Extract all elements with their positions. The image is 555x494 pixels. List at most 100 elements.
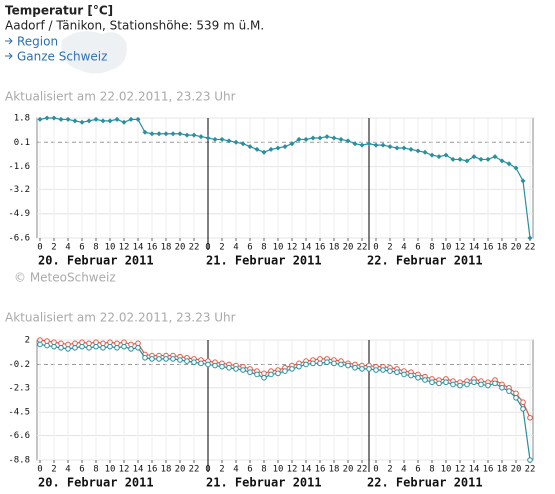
x-tick-label: 14 (469, 243, 480, 253)
x-tick-label: 20 (343, 465, 354, 475)
y-tick-label: -3.2 (8, 185, 30, 195)
point (310, 360, 316, 367)
point (345, 362, 351, 369)
x-tick-label: 20 (343, 243, 354, 253)
point (373, 142, 379, 148)
point (464, 158, 470, 164)
x-tick-label: 16 (483, 465, 494, 475)
point (51, 343, 57, 350)
y-tick-label: 1.8 (14, 114, 30, 124)
point (226, 364, 232, 371)
point (268, 371, 274, 378)
point (520, 406, 526, 412)
point (107, 339, 113, 346)
point (275, 145, 281, 151)
link[interactable]: Region (17, 35, 58, 49)
point (177, 131, 183, 137)
y-tick-label: -0.2 (8, 360, 30, 370)
x-tick-label: 12 (287, 243, 298, 253)
point (429, 152, 435, 158)
point (170, 356, 176, 362)
x-tick-label: 22 (357, 243, 368, 253)
point (317, 356, 323, 362)
point (296, 363, 302, 370)
point (107, 343, 113, 350)
x-tick-label: 18 (497, 243, 508, 253)
x-tick-label: 4 (401, 465, 406, 475)
x-tick-label: 8 (261, 243, 266, 253)
x-tick-label: 0 (37, 465, 42, 475)
x-tick-label: 8 (93, 465, 98, 475)
point (198, 360, 204, 367)
day-label: 22. Februar 2011 (367, 476, 483, 490)
point (205, 135, 211, 141)
point (394, 145, 400, 151)
point (338, 136, 344, 142)
x-tick-label: 0 (37, 243, 42, 253)
x-tick-label: 16 (147, 243, 158, 253)
x-tick-label: 18 (161, 243, 172, 253)
point (191, 132, 197, 138)
x-tick-label: 6 (79, 465, 84, 475)
x-tick-label: 8 (93, 243, 98, 253)
point (205, 361, 211, 368)
point (359, 366, 365, 372)
point (156, 131, 162, 137)
point (212, 362, 218, 369)
x-tick-label: 12 (119, 243, 130, 253)
link[interactable]: Ganze Schweiz (17, 50, 107, 64)
x-tick-label: 18 (329, 465, 340, 475)
day-label: 20. Februar 2011 (38, 476, 154, 490)
point (282, 368, 288, 374)
point (401, 371, 407, 378)
x-tick-label: 2 (387, 465, 392, 475)
point (128, 346, 134, 352)
point (247, 144, 253, 150)
updated: Aktualisiert am 22.02.2011, 23.23 Uhr (5, 90, 236, 104)
point (79, 343, 85, 350)
x-tick-label: 0 (373, 243, 378, 253)
point (436, 154, 442, 160)
y-tick-label: 2 (25, 336, 30, 346)
day-label: 22. Februar 2011 (367, 254, 483, 268)
point (65, 116, 71, 122)
point (121, 119, 127, 125)
x-tick-label: 18 (161, 465, 172, 475)
point (450, 156, 456, 162)
y-tick-label: -6.6 (8, 234, 30, 244)
point (415, 374, 421, 381)
x-tick-label: 14 (133, 465, 144, 475)
title: Temperatur [°C] (5, 4, 113, 18)
x-tick-label: 22 (357, 465, 368, 475)
x-tick-label: 10 (273, 243, 284, 253)
x-tick-label: 10 (441, 243, 452, 253)
point (289, 366, 295, 372)
x-tick-label: 20 (175, 243, 186, 253)
point (100, 340, 106, 347)
point (261, 374, 267, 381)
point (261, 149, 267, 155)
x-tick-label: 12 (455, 465, 466, 475)
point (366, 366, 372, 372)
x-tick-label: 16 (147, 465, 158, 475)
point (261, 370, 267, 377)
x-tick-label: 2 (219, 243, 224, 253)
point (373, 367, 379, 373)
x-tick-label: 4 (401, 243, 406, 253)
point (506, 388, 512, 394)
point (44, 115, 50, 121)
x-tick-label: 14 (133, 243, 144, 253)
x-tick-label: 18 (329, 243, 340, 253)
point (352, 141, 358, 147)
point (135, 344, 141, 351)
point (380, 367, 386, 373)
x-tick-label: 0 (373, 465, 378, 475)
point (121, 343, 127, 350)
point (513, 390, 519, 397)
point (331, 360, 337, 367)
point (86, 118, 92, 124)
point (527, 457, 533, 463)
point (317, 360, 323, 367)
point (422, 377, 428, 383)
point (443, 379, 449, 386)
